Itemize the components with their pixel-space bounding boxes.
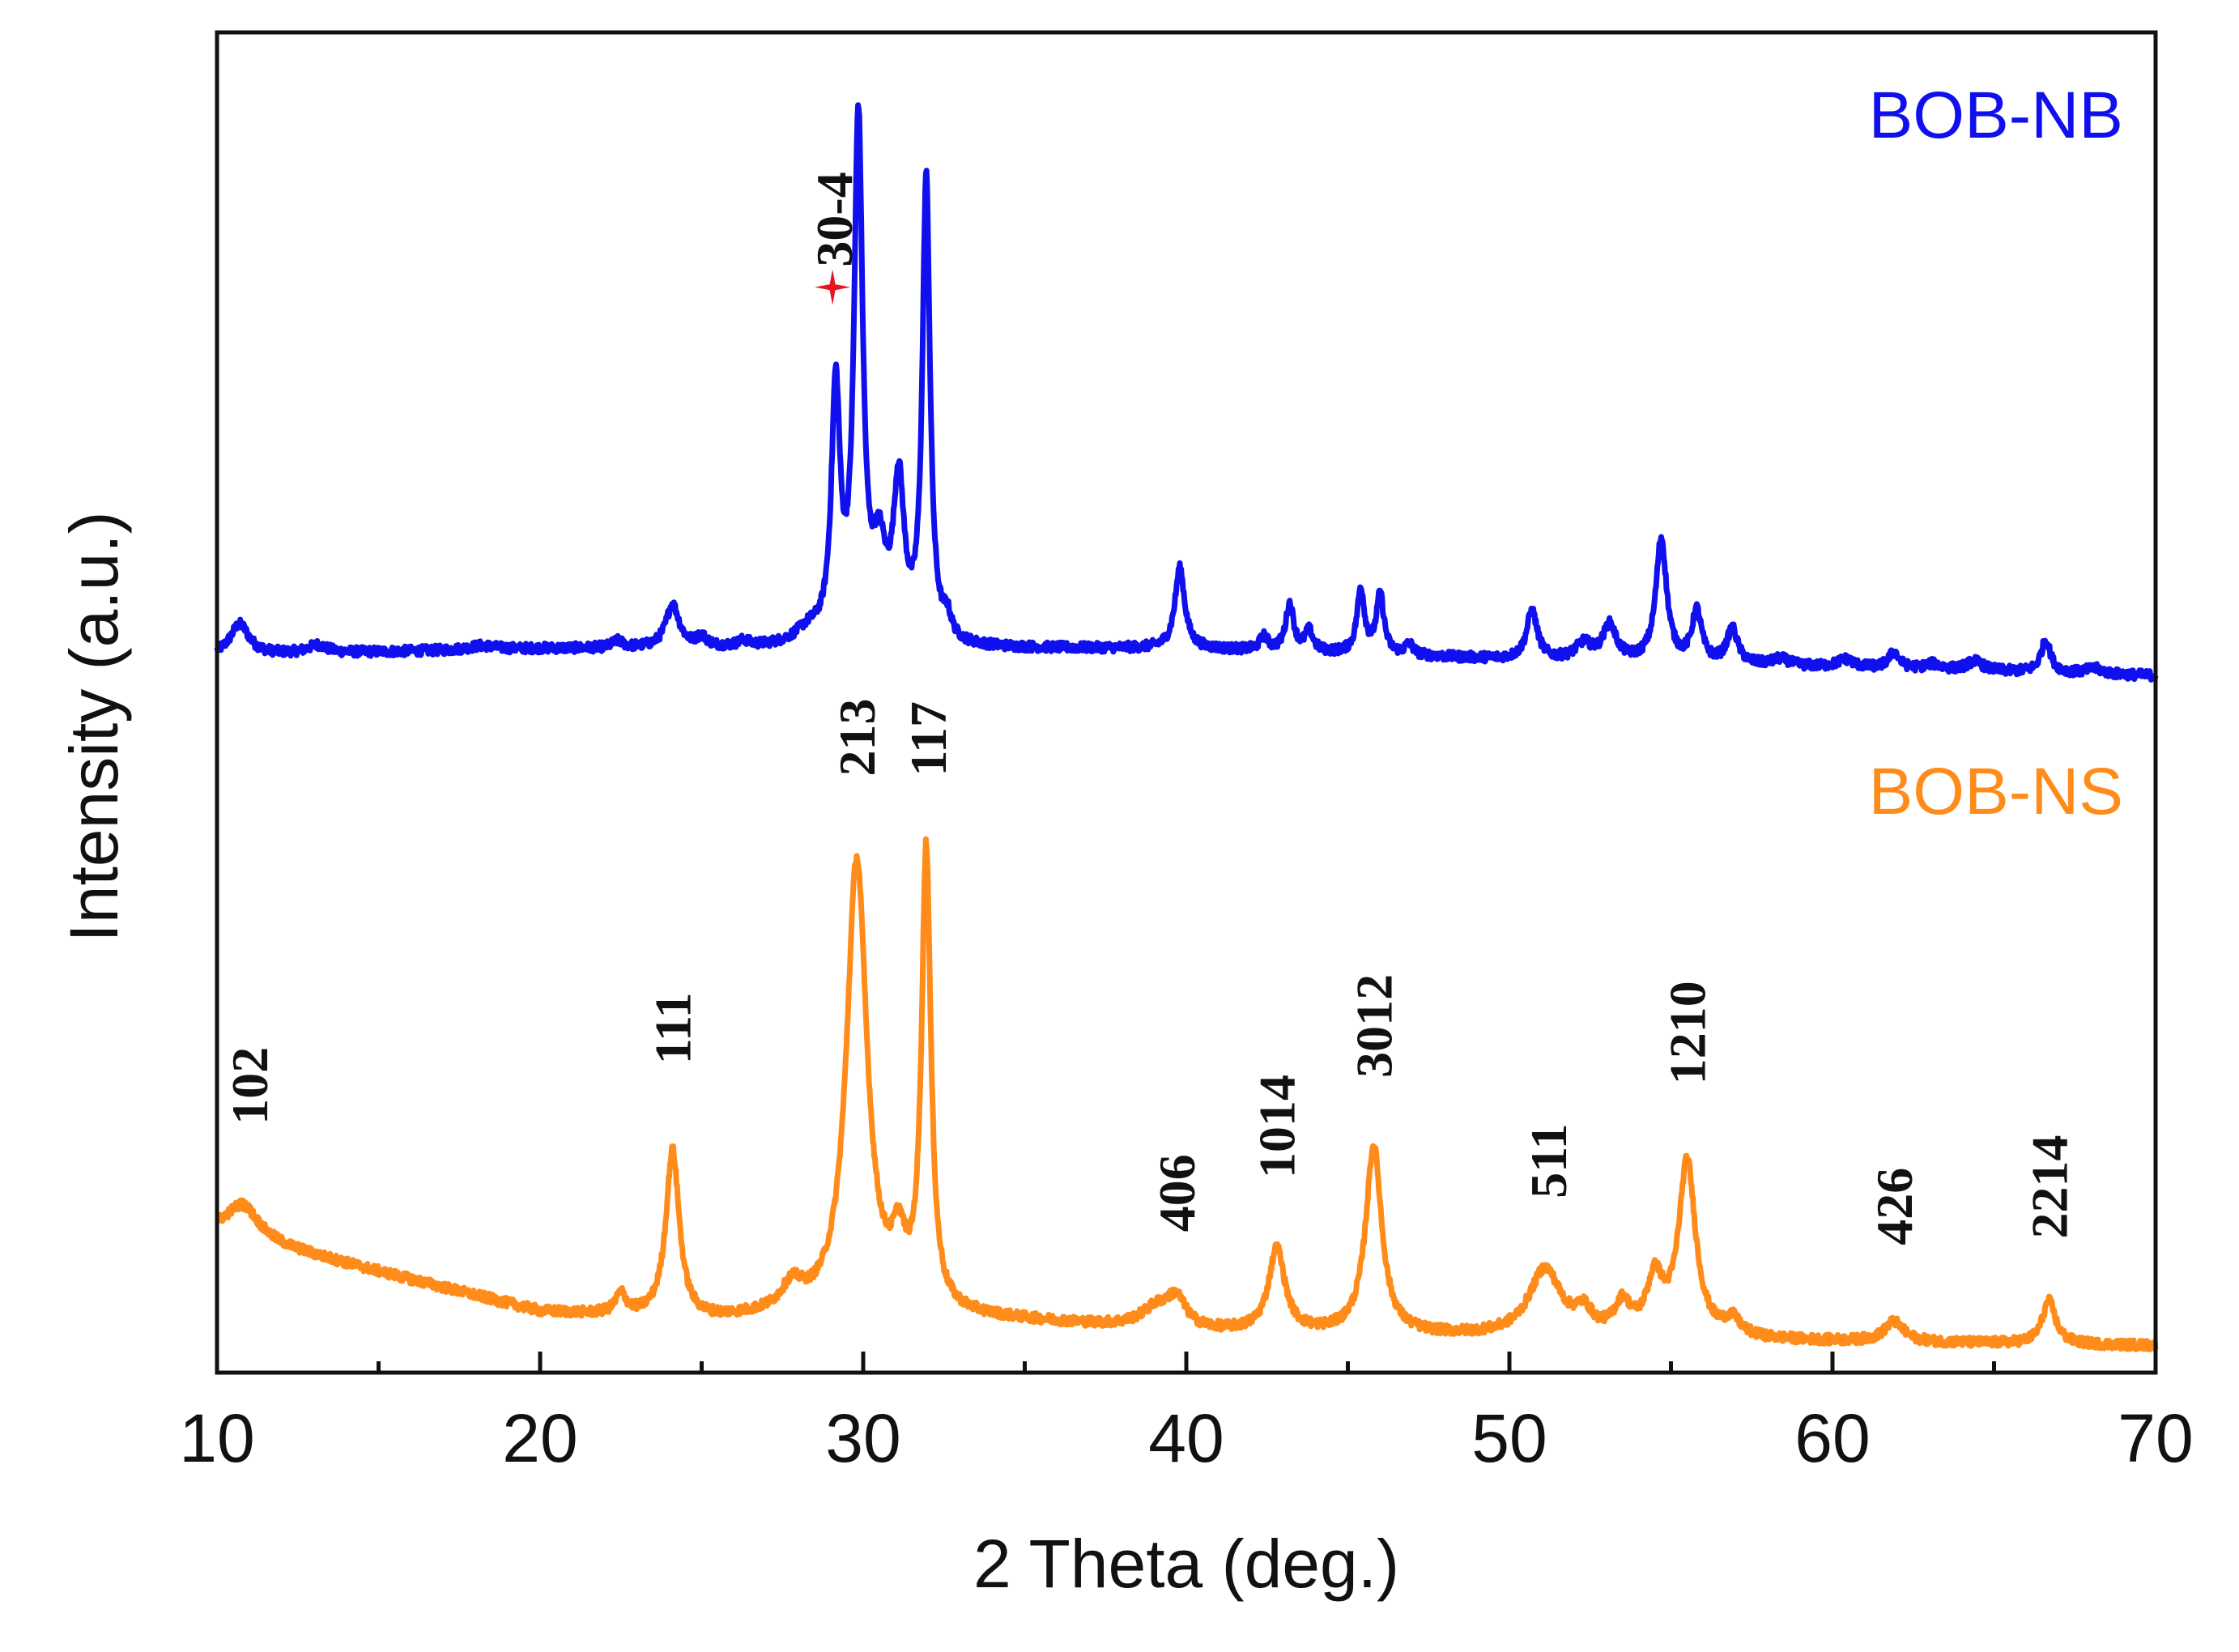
series-line-bob-nb — [214, 102, 2159, 683]
legend: BOB-NB BOB-NS — [1869, 79, 2123, 828]
x-tick-label: 30 — [825, 1400, 900, 1476]
peak-label: 30-4 — [806, 172, 863, 266]
plot-area — [214, 102, 2159, 1352]
x-tick-label: 20 — [502, 1400, 577, 1476]
peak-label: 426 — [1866, 1168, 1923, 1245]
x-tick-label: 70 — [2118, 1400, 2193, 1476]
peak-label: 213 — [828, 699, 886, 777]
peak-label: 406 — [1148, 1154, 1206, 1232]
peak-label: 3012 — [1345, 974, 1403, 1078]
legend-label-bob-nb: BOB-NB — [1869, 79, 2123, 152]
x-tick-label: 40 — [1148, 1400, 1224, 1476]
star-marker-icon — [815, 269, 851, 305]
x-tick-label: 60 — [1794, 1400, 1870, 1476]
x-tick-label: 10 — [179, 1400, 254, 1476]
peak-label: 1014 — [1249, 1075, 1306, 1178]
x-axis-title: 2 Theta (deg.) — [973, 1526, 1399, 1602]
legend-label-bob-ns: BOB-NS — [1869, 755, 2123, 828]
peak-label: 2214 — [2020, 1135, 2078, 1239]
peak-label: 111 — [645, 992, 702, 1064]
y-axis-title: Intensity (a.u.) — [56, 511, 132, 942]
peak-label: 1210 — [1658, 981, 1716, 1084]
peak-label: 117 — [900, 701, 957, 776]
peak-label: 102 — [221, 1047, 279, 1125]
peak-label: 511 — [1520, 1123, 1577, 1198]
x-tick-label: 50 — [1471, 1400, 1547, 1476]
x-axis: 10 20 30 40 50 60 70 — [179, 1352, 2194, 1476]
peak-labels: 30-4 102 111 213 117 406 1014 3012 511 1210 426 221… — [221, 172, 2078, 1245]
series-line-bob-ns — [215, 836, 2159, 1352]
